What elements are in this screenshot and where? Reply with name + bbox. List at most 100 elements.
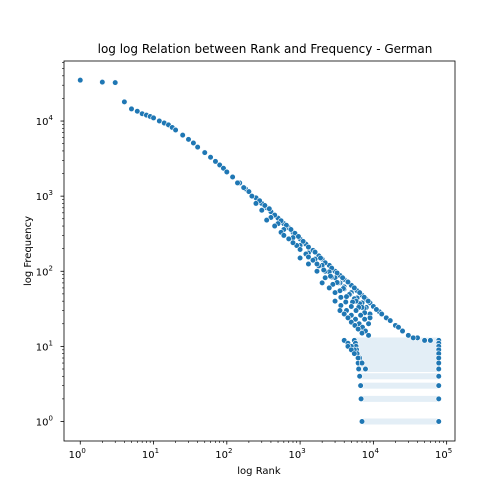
data-point-band-start-1 [358,418,366,425]
data-point [351,284,358,292]
data-point [287,226,295,233]
data-point [295,233,302,240]
data-point [427,337,434,344]
data-point [252,200,260,207]
data-point [223,168,230,176]
data-point-band-start-3 [357,382,364,389]
data-point-band-end-2 [435,395,442,402]
data-point [313,260,321,268]
data-point [337,302,344,309]
frequency-band-7 [357,355,439,362]
data-point [351,350,358,357]
data-point [365,298,372,305]
frequency-band-10 [356,343,439,350]
frequency-band-2 [361,395,439,402]
data-point [352,307,360,314]
data-point [229,173,236,181]
data-point [194,143,201,151]
axes-frame [63,60,456,442]
data-point [234,179,241,187]
data-point-band-end-4 [435,373,442,380]
data-point [378,310,385,318]
data-point [410,334,417,341]
data-point [395,324,402,331]
data-point [263,216,270,224]
data-point [342,298,349,306]
data-point [344,278,352,286]
data-point [134,108,141,115]
data-point-band-end-5 [435,365,442,373]
frequency-band-5 [358,365,439,372]
data-point [337,294,344,301]
data-point [248,193,256,200]
data-point [336,307,344,314]
data-point [362,365,369,373]
data-point-band-end-1 [435,418,442,425]
data-point [365,320,372,327]
data-point [212,158,219,165]
data-point [172,126,179,134]
data-point [352,316,359,323]
data-point [266,205,273,212]
data-point [373,306,380,313]
x-axis-label: log Rank [237,466,281,477]
data-point [405,332,412,339]
data-point [366,314,374,321]
data-point-band-start-2 [357,395,365,402]
data-point [331,289,339,296]
data-point [112,79,119,86]
data-point [320,266,327,274]
data-point [271,222,278,230]
data-point [179,131,186,139]
data-point [329,281,336,288]
data-point [285,235,292,242]
data-point [387,317,394,324]
frequency-band-11 [355,340,439,347]
data-point [296,254,304,262]
data-point [296,246,304,253]
data-point [348,303,355,310]
data-point [343,293,350,300]
data-point [309,257,317,264]
data-point [399,327,406,335]
data-point [331,298,339,305]
data-point [245,188,252,195]
data-point [313,268,321,275]
data-point [311,248,319,256]
data-point-band-start-4 [356,373,363,380]
data-point [261,202,268,209]
data-point [207,154,214,161]
chart-title: log log Relation between Rank and Freque… [98,42,433,56]
data-point [361,316,368,323]
data-point [289,239,297,246]
data-point [190,139,197,147]
y-axis-label: log Frequency [23,216,34,286]
data-point [305,243,312,251]
frequency-band-6 [358,360,439,367]
data-point [99,78,106,86]
frequency-band-3 [360,382,439,389]
data-point [322,274,329,281]
frequency-band-1 [362,418,439,425]
data-point [361,294,368,301]
frequency-band-9 [356,346,439,353]
data-point [358,330,366,337]
data-point [358,359,366,367]
data-point [421,337,428,344]
frequency-band-4 [359,373,439,380]
data-point [341,310,348,318]
data-point [355,325,362,333]
data-point [305,253,312,261]
data-point [357,312,364,319]
data-point [300,238,307,245]
data-point [327,273,334,280]
data-point [365,332,372,339]
data-point [356,289,363,296]
scatter-points [77,77,442,425]
frequency-band-8 [357,350,439,357]
data-point [185,136,192,143]
data-point [240,184,247,191]
data-point [201,149,208,156]
